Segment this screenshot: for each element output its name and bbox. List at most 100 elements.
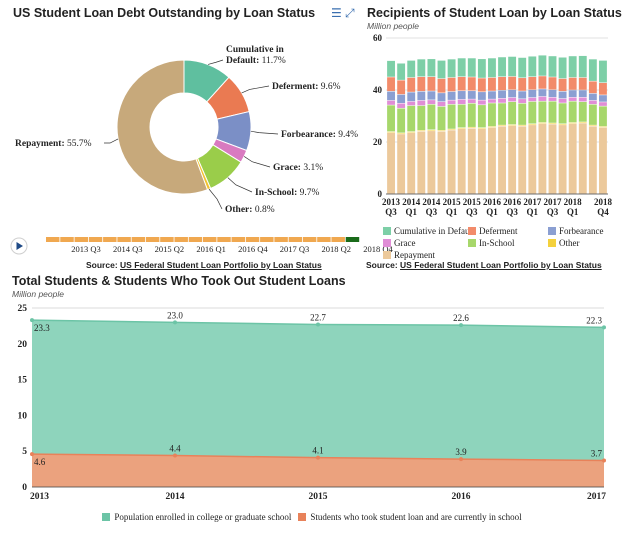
bar-segment-deferment[interactable] (578, 77, 587, 90)
bar-legend-item[interactable]: Cumulative in Default (383, 226, 474, 236)
timeline-step[interactable] (117, 237, 131, 242)
bar-segment-grace[interactable] (568, 97, 577, 101)
bar-segment-repayment[interactable] (407, 132, 416, 194)
bar-segment-other[interactable] (588, 125, 597, 126)
bar-segment-cumulative-in-default[interactable] (488, 58, 496, 78)
bar-segment-other[interactable] (477, 127, 486, 129)
bar-segment-cumulative-in-default[interactable] (437, 60, 446, 79)
bar-segment-repayment[interactable] (518, 126, 527, 194)
bar-segment-other[interactable] (488, 126, 496, 128)
bar-segment-forbearance[interactable] (457, 91, 466, 100)
bar-segment-in-school[interactable] (558, 103, 567, 124)
timeline-step[interactable] (188, 237, 203, 242)
bar-segment-forbearance[interactable] (427, 91, 436, 100)
bar-segment-other[interactable] (417, 130, 426, 132)
bar-segment-in-school[interactable] (538, 101, 547, 123)
donut-slice-repayment[interactable] (116, 59, 209, 195)
bar-segment-forbearance[interactable] (508, 90, 517, 98)
bar-segment-cumulative-in-default[interactable] (407, 60, 416, 78)
bar-segment-deferment[interactable] (467, 77, 476, 91)
donut-source-link[interactable]: US Federal Student Loan Portfolio by Loa… (120, 260, 322, 270)
bar-segment-forbearance[interactable] (397, 94, 406, 104)
bar-segment-repayment[interactable] (447, 130, 456, 194)
bar-segment-repayment[interactable] (427, 131, 436, 194)
bar-segment-deferment[interactable] (558, 78, 567, 92)
area-point[interactable] (173, 453, 177, 458)
bar-segment-deferment[interactable] (437, 78, 446, 93)
bar-segment-grace[interactable] (578, 97, 587, 102)
bar-segment-repayment[interactable] (528, 125, 537, 194)
bar-segment-other[interactable] (518, 125, 527, 126)
bar-segment-grace[interactable] (498, 98, 506, 103)
timeline-step[interactable] (288, 237, 303, 242)
timeline-step[interactable] (60, 237, 74, 242)
timeline-step[interactable] (302, 237, 317, 242)
bar-legend-item[interactable]: Grace (383, 238, 415, 248)
bar-segment-deferment[interactable] (477, 78, 486, 92)
bar-segment-grace[interactable] (548, 97, 557, 101)
timeline-step[interactable] (46, 237, 60, 242)
bar-segment-deferment[interactable] (599, 82, 607, 95)
bar-legend-item[interactable]: Repayment (383, 250, 435, 260)
timeline-step[interactable] (145, 237, 160, 242)
bar-segment-grace[interactable] (387, 100, 395, 105)
bar-segment-cumulative-in-default[interactable] (528, 56, 537, 77)
bar-segment-in-school[interactable] (508, 101, 517, 125)
bar-segment-in-school[interactable] (397, 108, 406, 133)
area-point[interactable] (316, 455, 320, 460)
bar-segment-repayment[interactable] (568, 123, 577, 194)
area-fill-series-1[interactable] (32, 320, 604, 487)
area-point[interactable] (459, 323, 463, 328)
bar-segment-repayment[interactable] (457, 129, 466, 194)
bar-segment-other[interactable] (508, 124, 517, 126)
bar-segment-cumulative-in-default[interactable] (477, 59, 486, 78)
bar-segment-in-school[interactable] (447, 104, 456, 129)
bar-segment-in-school[interactable] (528, 101, 537, 124)
timeline-step[interactable] (274, 237, 288, 242)
bar-segment-forbearance[interactable] (467, 91, 476, 99)
bar-segment-repayment[interactable] (548, 124, 557, 194)
bar-segment-in-school[interactable] (588, 104, 597, 125)
bar-segment-repayment[interactable] (558, 125, 567, 194)
bar-segment-forbearance[interactable] (578, 90, 587, 98)
area-point[interactable] (316, 322, 320, 327)
bar-segment-forbearance[interactable] (599, 95, 607, 102)
bar-segment-forbearance[interactable] (568, 90, 577, 98)
bar-segment-deferment[interactable] (457, 77, 466, 91)
bar-segment-cumulative-in-default[interactable] (457, 58, 466, 77)
bar-segment-grace[interactable] (397, 103, 406, 108)
bar-segment-other[interactable] (437, 130, 446, 132)
bar-segment-repayment[interactable] (387, 132, 395, 194)
bar-segment-in-school[interactable] (467, 103, 476, 127)
bar-legend-item[interactable]: In-School (468, 238, 515, 248)
bar-segment-other[interactable] (528, 124, 537, 125)
bar-segment-in-school[interactable] (477, 105, 486, 128)
bar-segment-cumulative-in-default[interactable] (588, 59, 597, 81)
bar-segment-other[interactable] (467, 127, 476, 128)
timeline-step[interactable] (174, 237, 188, 242)
bar-segment-forbearance[interactable] (558, 91, 567, 99)
bar-segment-forbearance[interactable] (528, 90, 537, 98)
area-point[interactable] (459, 457, 463, 462)
bar-segment-grace[interactable] (508, 97, 517, 102)
bar-segment-cumulative-in-default[interactable] (387, 60, 395, 77)
bar-segment-in-school[interactable] (407, 105, 416, 132)
bar-segment-deferment[interactable] (387, 77, 395, 92)
bar-segment-repayment[interactable] (488, 127, 496, 194)
bar-segment-deferment[interactable] (518, 78, 527, 91)
bar-segment-in-school[interactable] (578, 101, 587, 122)
bar-segment-deferment[interactable] (588, 81, 597, 94)
bar-segment-in-school[interactable] (599, 106, 607, 127)
bar-segment-cumulative-in-default[interactable] (548, 56, 557, 77)
bar-segment-other[interactable] (498, 125, 506, 126)
bar-segment-other[interactable] (568, 122, 577, 124)
timeline-step[interactable] (74, 237, 89, 242)
bar-segment-repayment[interactable] (538, 123, 547, 194)
bar-legend-item[interactable]: Other (548, 238, 580, 248)
bar-segment-repayment[interactable] (498, 126, 506, 194)
bar-segment-other[interactable] (397, 133, 406, 134)
bar-segment-grace[interactable] (488, 99, 496, 103)
bar-segment-cumulative-in-default[interactable] (397, 63, 406, 80)
bar-segment-deferment[interactable] (528, 77, 537, 90)
fullscreen-icon[interactable]: ⤢ (345, 6, 355, 20)
